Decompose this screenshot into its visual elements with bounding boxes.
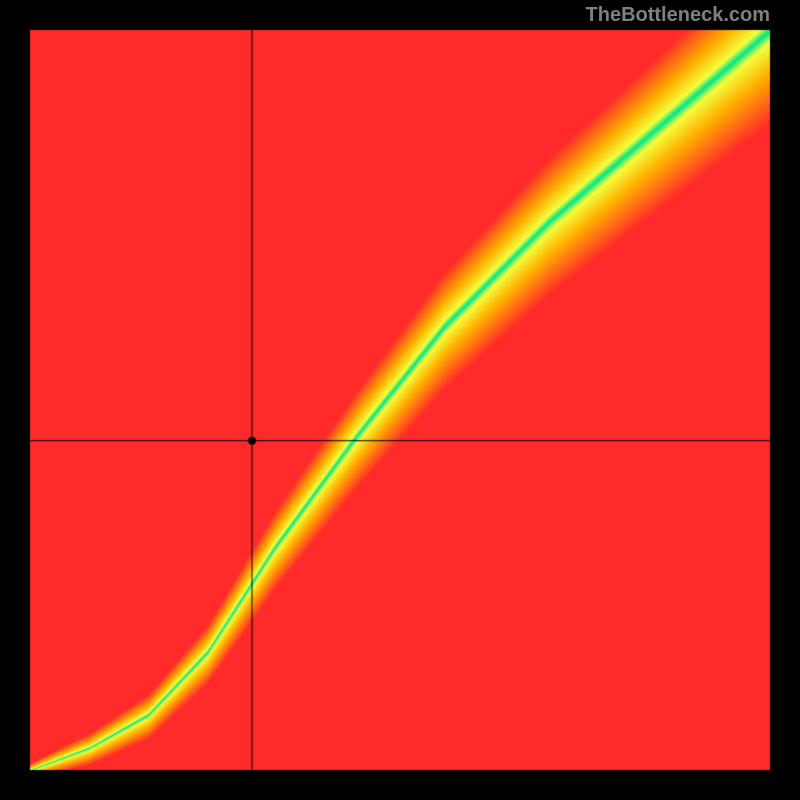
watermark-text: TheBottleneck.com <box>586 4 770 27</box>
bottleneck-heatmap <box>0 0 800 800</box>
chart-container: { "watermark": "TheBottleneck.com", "cha… <box>0 0 800 800</box>
